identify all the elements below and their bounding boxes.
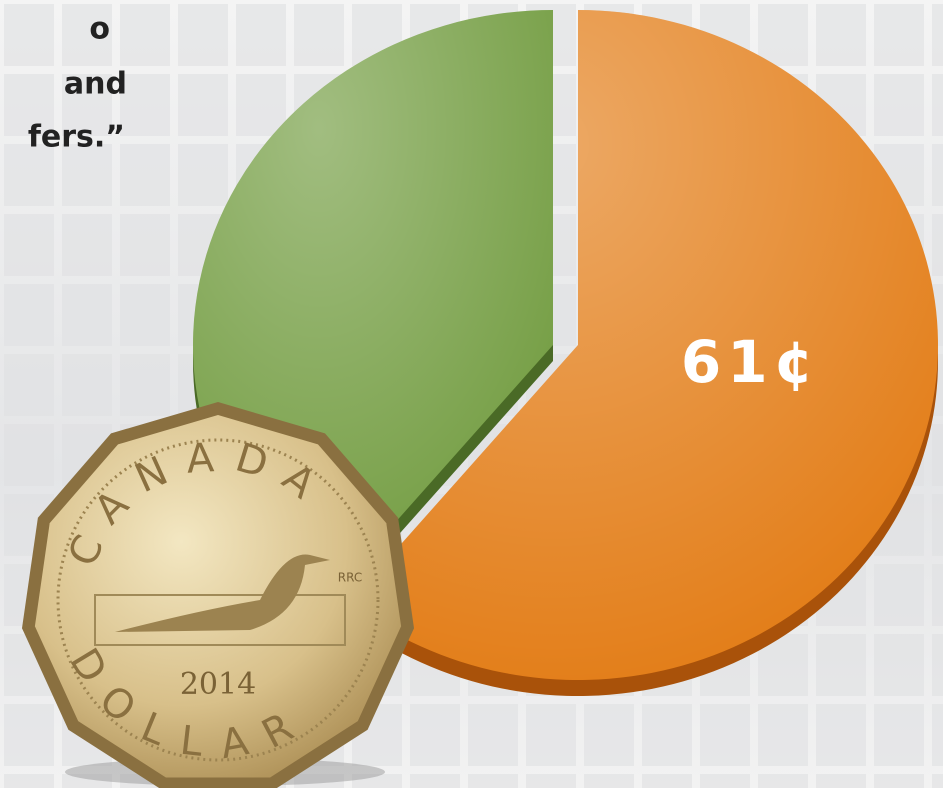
page: o and fers.” 61¢ CANADA DOLLAR 2014 RRC … bbox=[0, 0, 943, 788]
text-line: and bbox=[64, 67, 127, 102]
infographic: o and fers.” 61¢ CANADA DOLLAR 2014 RRC bbox=[0, 0, 943, 788]
value-label: 61¢ bbox=[681, 328, 820, 396]
text-line: fers.” bbox=[28, 120, 125, 155]
coin-year: 2014 bbox=[180, 667, 256, 702]
text-line: o bbox=[89, 12, 110, 47]
coin-mint-mark: RRC bbox=[338, 571, 362, 585]
